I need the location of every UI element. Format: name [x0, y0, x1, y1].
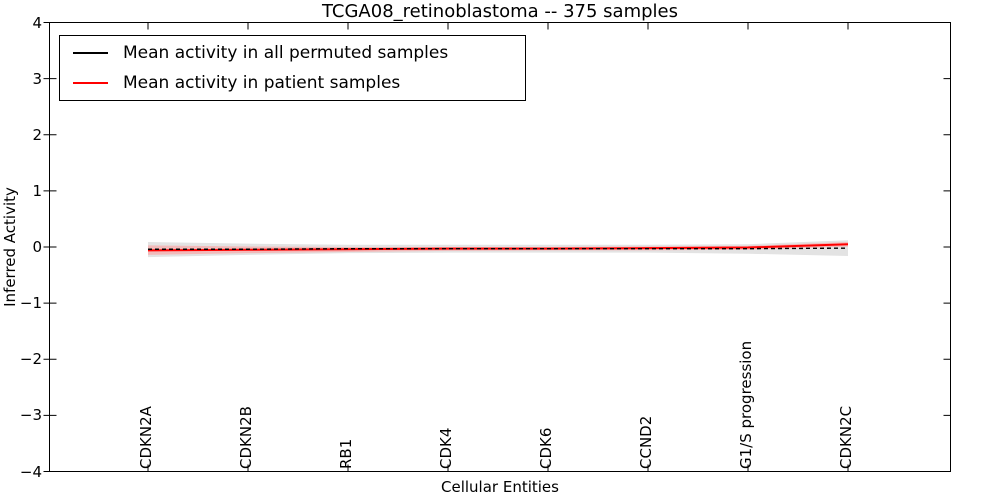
x-tick-label: G1/S progression	[737, 340, 755, 469]
legend-line-red-icon	[73, 82, 108, 84]
y-tick-label: −1	[19, 294, 42, 313]
y-tick-label: 1	[32, 181, 42, 200]
y-axis-label: Inferred Activity	[1, 187, 19, 307]
y-tick-label: 4	[32, 13, 42, 32]
legend-label-permuted: Mean activity in all permuted samples	[123, 43, 449, 63]
x-tick-label: CCND2	[637, 415, 655, 469]
x-axis-label: Cellular Entities	[441, 478, 559, 496]
legend-item-patient: Mean activity in patient samples	[73, 73, 525, 93]
x-tick-label: CDK4	[437, 427, 455, 469]
y-tick-label: −3	[19, 406, 42, 425]
legend-label-patient: Mean activity in patient samples	[123, 73, 401, 93]
chart-title: TCGA08_retinoblastoma -- 375 samples	[321, 1, 679, 22]
x-tick-label: CDK6	[537, 427, 555, 469]
x-tick-label: RB1	[337, 438, 355, 469]
y-tick-label: 0	[32, 238, 42, 256]
x-tick-label: CDKN2C	[837, 405, 855, 469]
legend-line-black-icon	[73, 52, 108, 54]
mean-line-permuted	[148, 247, 849, 250]
x-tick-label: CDKN2B	[237, 406, 255, 469]
x-tick-label: CDKN2A	[137, 406, 155, 469]
legend: Mean activity in all permuted samples Me…	[59, 35, 526, 101]
y-tick-label: 2	[32, 125, 42, 144]
y-tick-label: −2	[19, 350, 42, 369]
y-tick-label: −4	[19, 462, 42, 481]
y-tick-label: 3	[32, 69, 42, 88]
legend-item-permuted: Mean activity in all permuted samples	[73, 43, 525, 63]
